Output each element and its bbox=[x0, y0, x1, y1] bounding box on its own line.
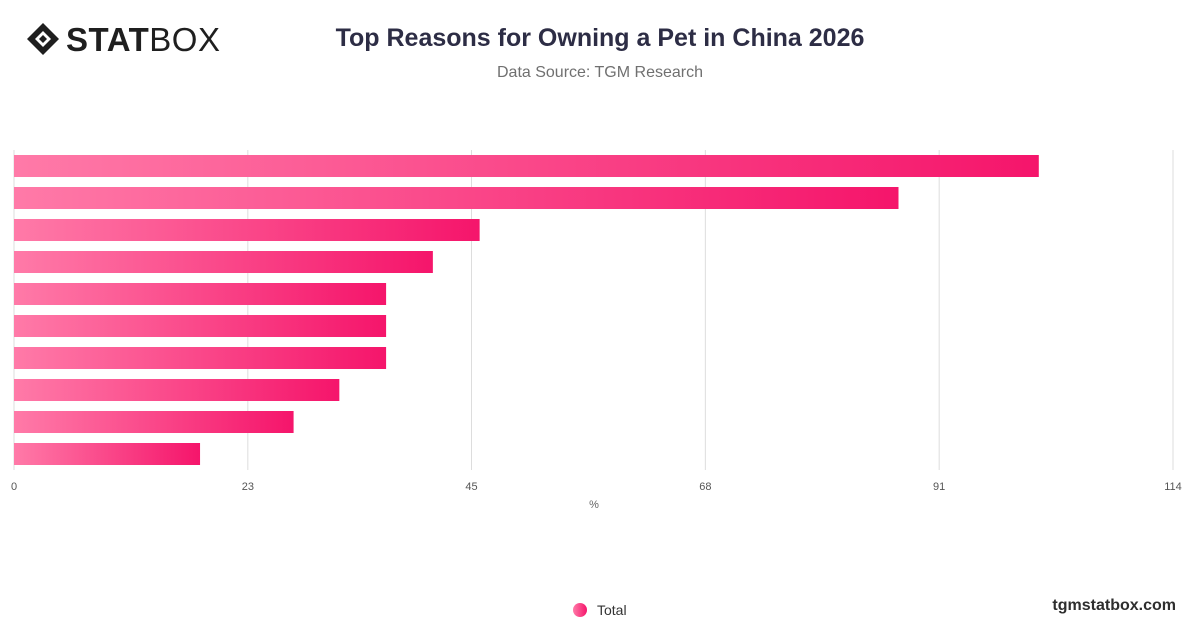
chart-title: Top Reasons for Owning a Pet in China 20… bbox=[335, 24, 865, 52]
legend[interactable]: Total bbox=[573, 602, 627, 618]
bar[interactable] bbox=[14, 187, 899, 209]
x-tick-label: 23 bbox=[242, 481, 254, 493]
diamond-logo-icon bbox=[27, 23, 59, 55]
logo-bold-text: STAT bbox=[66, 20, 150, 58]
x-axis-label: % bbox=[589, 499, 599, 511]
legend-marker bbox=[573, 603, 587, 617]
bar[interactable] bbox=[14, 283, 387, 305]
statbox-logo: STATBOX bbox=[26, 22, 220, 56]
x-tick-label: 0 bbox=[11, 481, 17, 493]
bar[interactable] bbox=[14, 155, 1039, 177]
bar[interactable] bbox=[14, 315, 387, 337]
x-axis-ticks: 0 23 45 68 91 114 bbox=[11, 481, 1182, 493]
bar[interactable] bbox=[14, 219, 480, 241]
bar[interactable] bbox=[14, 443, 201, 465]
logo-light-text: BOX bbox=[149, 20, 221, 58]
chart-subtitle: Data Source: TGM Research bbox=[496, 64, 703, 81]
logo-wordmark: STATBOX bbox=[66, 23, 220, 56]
bar[interactable] bbox=[14, 251, 433, 273]
legend-label-total: Total bbox=[597, 602, 627, 618]
x-tick-label: 68 bbox=[699, 481, 711, 493]
x-tick-label: 91 bbox=[933, 481, 945, 493]
bar[interactable] bbox=[14, 411, 294, 433]
bar[interactable] bbox=[14, 347, 387, 369]
chart-header: Top Reasons for Owning a Pet in China 20… bbox=[0, 24, 1200, 82]
bar[interactable] bbox=[14, 379, 340, 401]
x-tick-label: 114 bbox=[1164, 481, 1182, 493]
bars bbox=[14, 155, 1039, 465]
x-tick-label: 45 bbox=[465, 481, 477, 493]
footer-site: tgmstatbox.com bbox=[1052, 597, 1176, 614]
